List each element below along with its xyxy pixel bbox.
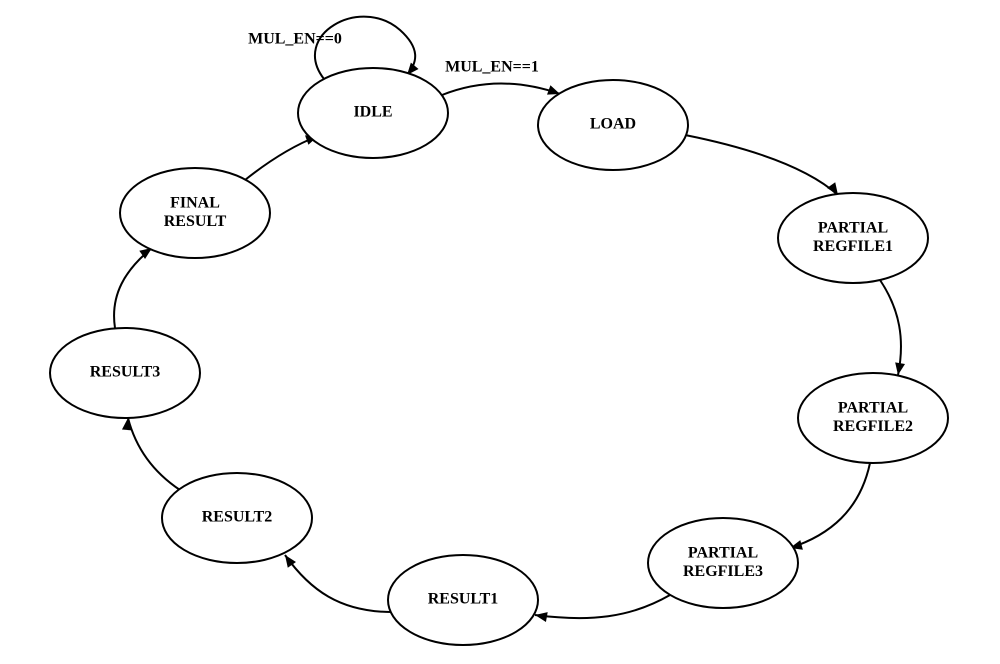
nodes-layer: IDLELOADPARTIALREGFILE1PARTIALREGFILE2PA… (50, 68, 948, 645)
edge-load-preg1 (685, 135, 838, 195)
state-node-label: PARTIAL (688, 544, 758, 561)
state-node-preg3: PARTIAL REGFILE3 (648, 518, 798, 608)
arrowhead-icon (535, 612, 548, 622)
state-node-preg1: PARTIAL REGFILE1 (778, 193, 928, 283)
arrowhead-icon (895, 362, 905, 375)
state-node-label: REGFILE2 (833, 418, 913, 435)
edge-res1-res2 (285, 555, 392, 612)
state-node-result1: RESULT1 (388, 555, 538, 645)
edge-label: MUL_EN==0 (248, 31, 342, 48)
state-node-load: LOAD (538, 80, 688, 170)
edge-preg3-res1 (535, 595, 670, 622)
state-node-label: RESULT (164, 213, 227, 230)
state-node-label: RESULT1 (428, 591, 499, 608)
edge-idle-load (442, 84, 560, 95)
edge-res2-res3 (122, 418, 180, 490)
state-node-final: FINAL RESULT (120, 168, 270, 258)
state-node-label: FINAL (170, 194, 220, 211)
state-node-preg2: PARTIAL REGFILE2 (798, 373, 948, 463)
edge-res3-final (114, 248, 152, 328)
state-machine-diagram: IDLELOADPARTIALREGFILE1PARTIALREGFILE2PA… (0, 0, 1000, 664)
state-node-label: PARTIAL (838, 399, 908, 416)
edge-label: MUL_EN==1 (445, 59, 539, 76)
edge-final-idle (245, 135, 318, 180)
state-node-result3: RESULT3 (50, 328, 200, 418)
state-node-label: REGFILE1 (813, 238, 893, 255)
state-node-label: RESULT3 (90, 364, 161, 381)
state-node-label: LOAD (590, 116, 636, 133)
edge-preg2-preg3 (790, 463, 870, 550)
state-node-label: IDLE (353, 104, 392, 121)
state-node-label: PARTIAL (818, 219, 888, 236)
state-node-label: REGFILE3 (683, 563, 763, 580)
edge-preg1-preg2 (880, 280, 905, 375)
state-node-label: RESULT2 (202, 509, 273, 526)
state-node-result2: RESULT2 (162, 473, 312, 563)
state-node-idle: IDLE (298, 68, 448, 158)
